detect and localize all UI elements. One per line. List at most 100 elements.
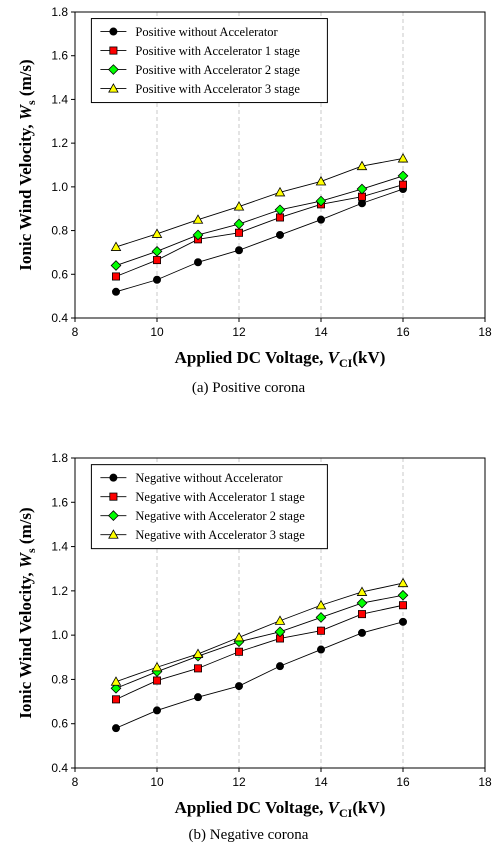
chart-b-series-3-point: [233, 631, 245, 642]
chart-a-legend-marker: [108, 64, 119, 75]
chart-b-x-tick-label: 18: [478, 775, 492, 789]
chart-a-legend-label: Positive with Accelerator 2 stage: [135, 63, 300, 77]
chart-a-y-tick-label: 1.6: [51, 49, 68, 63]
chart-a-series-3-point: [151, 228, 163, 238]
chart-a-legend-item: Positive without Accelerator: [100, 25, 279, 39]
chart-b-legend-marker: [109, 492, 118, 501]
chart-b-series-0-point: [316, 645, 325, 654]
chart-b-series-1-point: [112, 695, 121, 704]
chart-a-series-3-point: [397, 153, 409, 163]
chart-a-x-tick-label: 14: [314, 325, 328, 339]
chart-a-series-3-point: [110, 241, 122, 251]
chart-a-series-1-point: [234, 228, 243, 237]
chart-b-series-2-line: [115, 594, 404, 689]
chart-a-y-tick-label: 1.0: [51, 180, 68, 194]
chart-a-series-1-point: [398, 180, 407, 189]
chart-b-series-1-point: [193, 664, 202, 673]
chart-panel-positive: 8 10 12 14 16 18 0.4 0.6 0.8 1.0 1.2 1.4 1.6 1.8 Appli…: [0, 0, 497, 425]
chart-a-legend-label: Positive with Accelerator 3 stage: [135, 82, 300, 96]
chart-a-series-1-point: [152, 256, 161, 265]
chart-a-legend: Positive without Accelerator Positive wit…: [90, 18, 328, 104]
chart-a-legend-label: Positive without Accelerator: [135, 25, 278, 39]
chart-a-legend-marker: [109, 27, 118, 36]
chart-b-y-tick-label: 0.8: [51, 672, 68, 686]
chart-b-series-3-point: [356, 586, 368, 596]
chart-b-y-tick-label: 1.2: [51, 584, 68, 598]
chart-b-legend-label: Negative with Accelerator 3 stage: [135, 528, 305, 542]
chart-b-legend: Negative without Accelerator Negative wit…: [90, 464, 328, 550]
chart-a-legend-marker: [108, 83, 119, 93]
chart-a-legend-item: Positive with Accelerator 2 stage: [100, 63, 300, 77]
chart-b-series-2-point: [315, 612, 327, 623]
chart-b-x-tick-label: 12: [232, 775, 246, 789]
caption-negative-corona: (b) Negative corona: [188, 827, 309, 843]
chart-b-series-1-line: [115, 604, 404, 700]
chart-a-legend-marker: [109, 46, 118, 55]
chart-a-series-1-point: [112, 272, 121, 281]
chart-b-series-1-point: [398, 601, 407, 610]
chart-a-y-tick-label: 0.8: [51, 224, 68, 238]
chart-negative-corona: 8 10 12 14 16 18 0.4 0.6 0.8 1.0 1.2 1.4 1.6 1.8 Appli…: [16, 451, 492, 820]
chart-b-series-0-points: [112, 617, 407, 733]
chart-b-series-2-point: [397, 589, 409, 601]
chart-a-x-tick-label: 8: [72, 325, 79, 339]
caption-positive-corona: (a) Positive corona: [191, 380, 306, 396]
chart-a-x-axis-title: Applied DC Voltage, VCI(kV): [175, 348, 386, 370]
chart-b-series-0-point: [112, 724, 121, 733]
chart-a-series-0-point: [234, 246, 243, 255]
chart-b-series-3-point: [192, 648, 204, 658]
chart-a-legend-box: [90, 18, 328, 104]
chart-b-legend-item: Negative without Accelerator: [100, 471, 283, 485]
chart-b-legend-item: Negative with Accelerator 3 stage: [100, 528, 305, 542]
chart-b-series-1-point: [234, 647, 243, 656]
chart-b-y-tick-label: 1.8: [51, 451, 68, 465]
chart-a-x-tick-label: 12: [232, 325, 246, 339]
chart-a-series-0-point: [275, 230, 284, 239]
chart-b-legend-label: Negative with Accelerator 1 stage: [135, 490, 305, 504]
chart-a-series-3-point: [315, 175, 327, 186]
chart-b-series-3-point: [110, 676, 122, 686]
chart-b-series-3-point: [315, 599, 327, 610]
chart-a-x-tick-label: 16: [396, 325, 410, 339]
chart-b-frame: [74, 457, 486, 769]
chart-b-legend-label: Negative with Accelerator 2 stage: [135, 509, 305, 523]
chart-a-series-2-point: [356, 183, 368, 195]
chart-b-legend-marker: [108, 510, 119, 522]
chart-b-series-0-line: [115, 621, 404, 729]
chart-a-series-0-point: [193, 258, 202, 267]
chart-b-series-1-point: [316, 626, 325, 635]
chart-b-series-2-point: [110, 682, 122, 694]
chart-a-series-0-point: [316, 215, 325, 224]
chart-b-x-tick-label: 10: [150, 775, 164, 789]
chart-a-series-0-line: [115, 188, 404, 293]
chart-b-series-0-point: [193, 693, 202, 702]
chart-b-series-3-point: [274, 615, 286, 625]
chart-b-series-0-point: [398, 617, 407, 626]
chart-a-series-0-point: [112, 287, 121, 296]
chart-b-y-tick-label: 1.6: [51, 495, 68, 509]
chart-a-y-axis-title: Ionic Wind Velocity, Ws (m/s): [16, 59, 38, 270]
chart-a-y-tick-label: 1.8: [51, 5, 68, 19]
chart-b-series-0-point: [234, 682, 243, 691]
chart-a-y-tick-label: 1.2: [51, 136, 68, 150]
chart-a-x-tick-label: 18: [478, 325, 492, 339]
chart-b-y-tick-label: 1.4: [51, 540, 68, 554]
chart-b-series-1-point: [357, 610, 366, 619]
chart-b-y-tick-label: 0.6: [51, 717, 68, 731]
chart-a-x-tick-label: 10: [150, 325, 164, 339]
chart-b-series-3-points: [110, 577, 409, 686]
chart-b-legend-item: Negative with Accelerator 2 stage: [100, 509, 305, 523]
chart-a-series-0-point: [152, 275, 161, 284]
chart-a-series-2-line: [115, 175, 404, 266]
chart-b-series-3-line: [115, 582, 404, 683]
chart-b-x-tick-label: 14: [314, 775, 328, 789]
chart-b-series-2-point: [274, 626, 286, 638]
chart-b-series-1-point: [152, 676, 161, 685]
chart-a-series-3-point: [233, 201, 245, 211]
chart-b-legend-marker: [109, 473, 118, 482]
chart-a-legend-label: Positive with Accelerator 1 stage: [135, 44, 300, 58]
chart-b-legend-marker: [108, 529, 119, 539]
chart-a-series-2-point: [274, 204, 286, 216]
chart-b-x-tick-label: 16: [396, 775, 410, 789]
chart-a-y-tick-label: 0.6: [51, 267, 68, 281]
